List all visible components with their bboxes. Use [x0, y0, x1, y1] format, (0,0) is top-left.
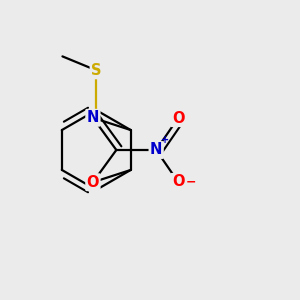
Text: N: N [150, 142, 162, 158]
Text: −: − [186, 176, 196, 188]
Text: S: S [91, 63, 102, 78]
Text: O: O [172, 111, 184, 126]
Text: +: + [161, 135, 169, 145]
Text: O: O [87, 175, 99, 190]
Text: O: O [172, 174, 184, 189]
Text: N: N [87, 110, 99, 125]
